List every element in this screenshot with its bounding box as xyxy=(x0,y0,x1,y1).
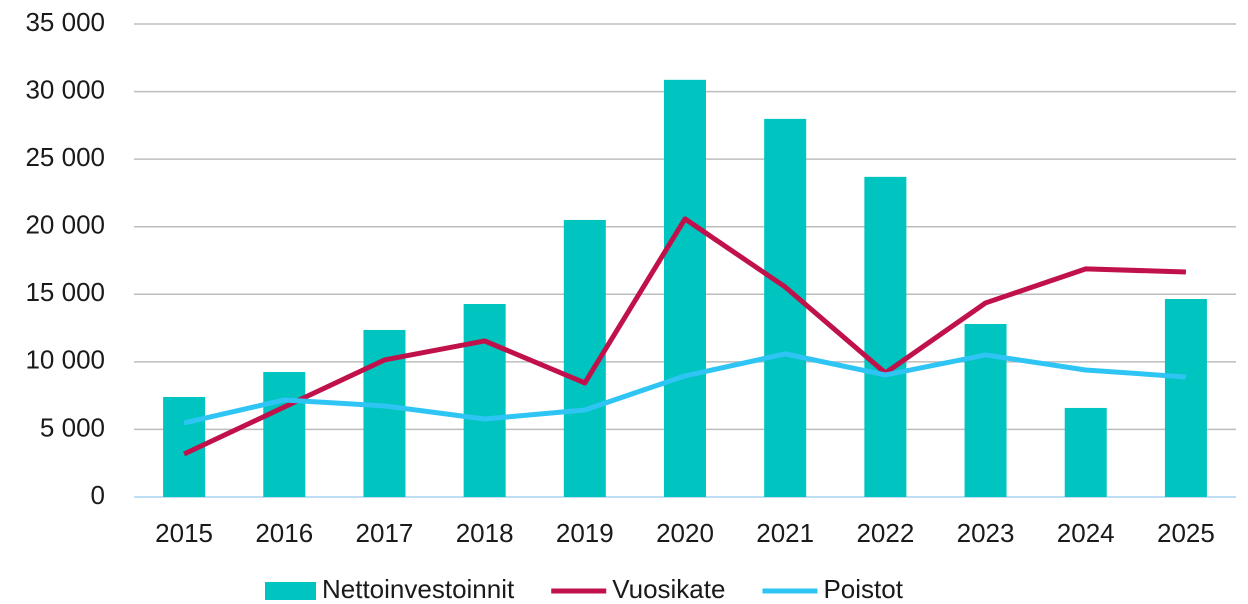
y-tick-label: 5 000 xyxy=(40,412,105,442)
x-tick-label: 2017 xyxy=(356,518,414,548)
y-tick-label: 25 000 xyxy=(25,142,105,172)
bar xyxy=(964,324,1007,497)
legend-swatch xyxy=(265,582,316,600)
x-tick-label: 2022 xyxy=(856,518,914,548)
bar xyxy=(764,118,807,497)
x-tick-label: 2016 xyxy=(255,518,313,548)
y-tick-label: 35 000 xyxy=(25,7,105,37)
x-tick-label: 2023 xyxy=(957,518,1015,548)
legend-label: Nettoinvestoinnit xyxy=(322,574,515,604)
line xyxy=(183,351,1187,426)
y-tick-label: 0 xyxy=(91,480,105,510)
x-tick-label: 2020 xyxy=(656,518,714,548)
bar xyxy=(1164,299,1207,497)
y-tick-label: 15 000 xyxy=(25,277,105,307)
legend-label: Poistot xyxy=(823,574,903,604)
x-tick-label: 2025 xyxy=(1157,518,1215,548)
x-tick-label: 2021 xyxy=(756,518,814,548)
y-tick-label: 10 000 xyxy=(25,345,105,375)
y-tick-label: 30 000 xyxy=(25,74,105,104)
bar xyxy=(263,371,306,497)
x-tick-label: 2024 xyxy=(1057,518,1115,548)
y-tick-label: 20 000 xyxy=(25,210,105,240)
x-tick-label: 2019 xyxy=(556,518,614,548)
bar xyxy=(1064,407,1107,497)
legend-label: Vuosikate xyxy=(612,574,725,604)
bar xyxy=(664,79,706,498)
x-tick-label: 2015 xyxy=(155,518,213,548)
bar xyxy=(463,304,506,497)
x-tick-label: 2018 xyxy=(456,518,514,548)
line xyxy=(183,216,1186,457)
bar xyxy=(864,176,907,498)
